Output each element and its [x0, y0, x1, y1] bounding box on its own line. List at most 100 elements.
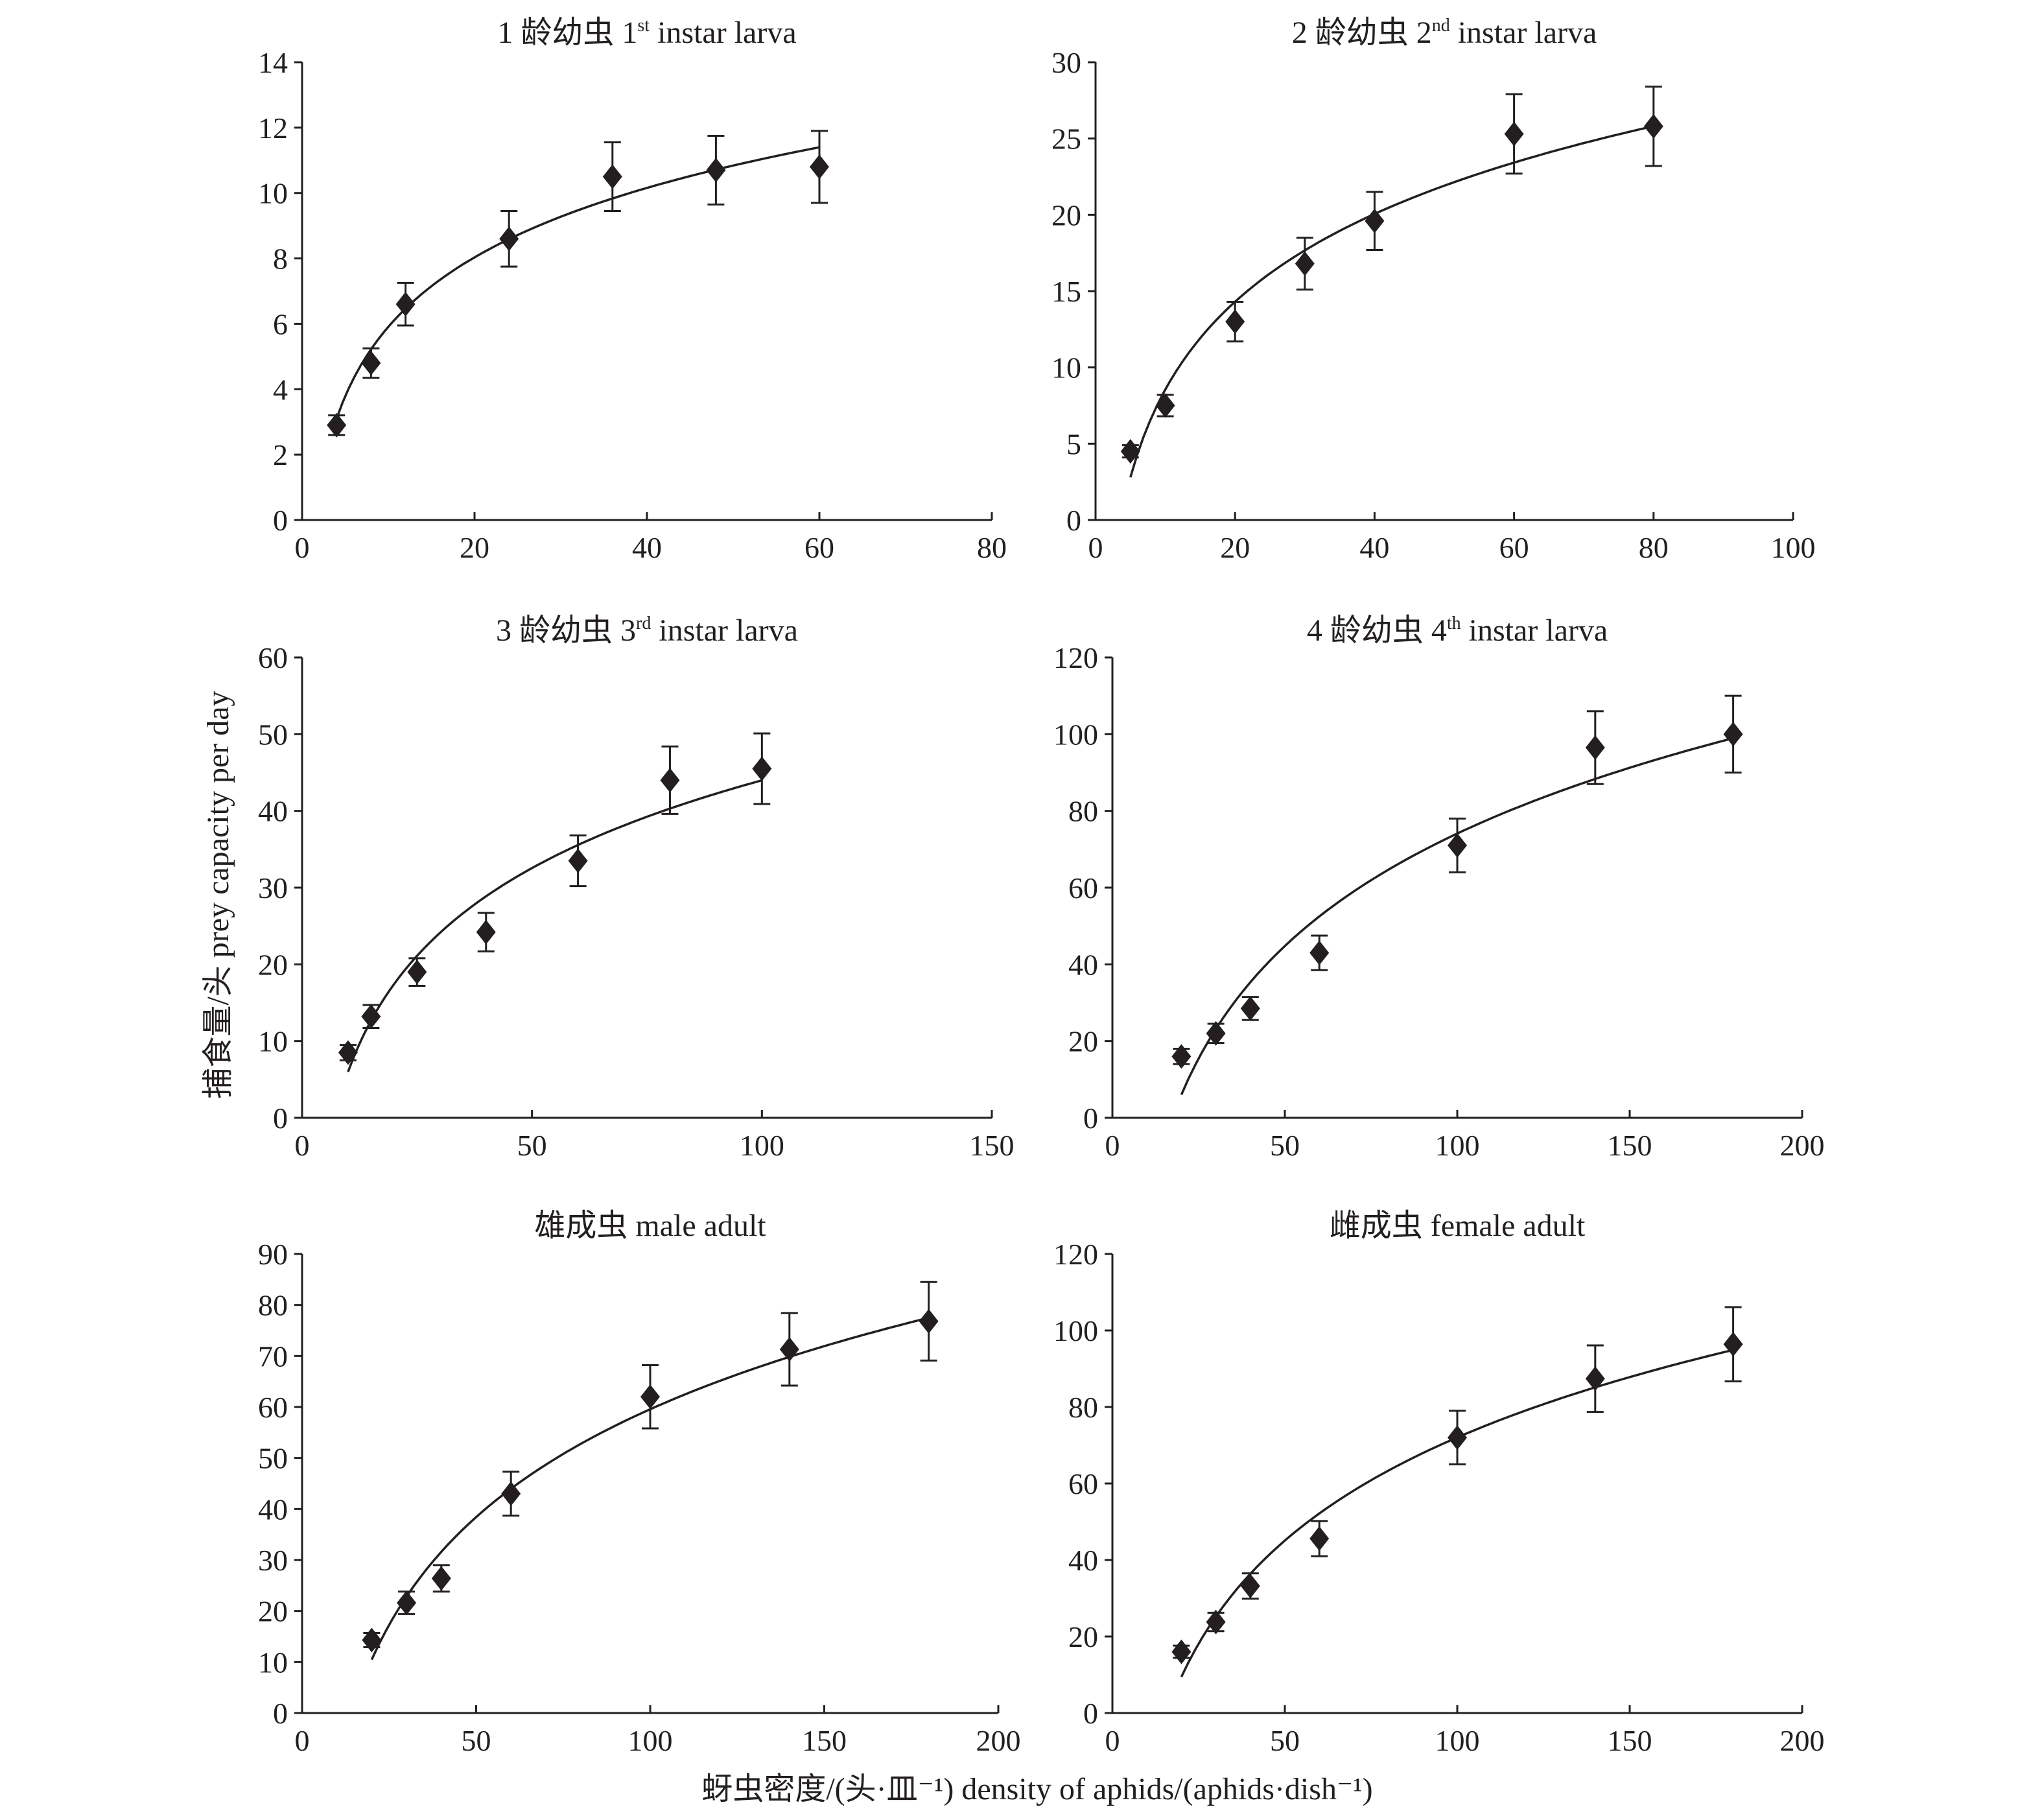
panel-6: 雌成虫 female adult 0 50 100 150 200 0 20 40 60 80 100…: [1053, 1209, 1825, 1757]
title-ord: 3: [620, 613, 636, 648]
y-tick-label: 20: [258, 1595, 288, 1628]
panel-title: 雌成虫 female adult: [1330, 1209, 1586, 1243]
y-tick-label: 20: [1051, 198, 1081, 231]
data-point: [431, 1566, 451, 1591]
x-tick-label: 80: [977, 531, 1007, 564]
y-tick-label: 70: [258, 1340, 288, 1373]
x-tick-label: 40: [1359, 531, 1389, 564]
panel-title: 2 龄幼虫 2nd instar larva: [1292, 16, 1597, 50]
y-tick-label: 120: [1053, 641, 1098, 674]
x-tick-label: 0: [295, 1724, 310, 1757]
y-tick-label: 0: [273, 1102, 288, 1135]
x-tick-label: 50: [1270, 1129, 1300, 1162]
data-point: [361, 1004, 381, 1029]
data-point: [499, 226, 519, 252]
data-point: [1171, 1639, 1191, 1664]
data-point: [1240, 996, 1260, 1021]
data-point: [407, 960, 427, 985]
title-en: instar larva: [651, 613, 798, 648]
data-point: [1206, 1609, 1226, 1635]
x-tick-label: 20: [1220, 531, 1250, 564]
data-point: [1295, 251, 1315, 276]
x-axis-label: 蚜虫密度/(头·皿⁻¹) density of aphids/(aphids·d…: [701, 1772, 1372, 1806]
fit-curve: [1180, 1349, 1734, 1678]
title-en: male adult: [635, 1209, 766, 1243]
data-point: [1309, 940, 1330, 965]
data-point: [640, 1384, 660, 1410]
y-tick-label: 80: [258, 1289, 288, 1322]
y-tick-label: 60: [1068, 1467, 1098, 1500]
title-en: instar larva: [1461, 613, 1608, 648]
fit-curve: [1180, 737, 1734, 1096]
x-tick-label: 0: [295, 1129, 310, 1162]
y-tick-label: 20: [1068, 1025, 1098, 1058]
y-tick-label: 15: [1051, 275, 1081, 308]
data-point: [476, 919, 496, 945]
title-en: instar larva: [1450, 16, 1597, 50]
y-tick-label: 40: [1068, 948, 1098, 981]
y-tick-label: 100: [1053, 1314, 1098, 1347]
data-point: [1171, 1044, 1191, 1069]
y-tick-label: 0: [1066, 504, 1081, 537]
x-tick-label: 50: [1270, 1724, 1300, 1757]
data-point: [1309, 1526, 1330, 1551]
title-sup: rd: [636, 613, 651, 633]
data-point: [1585, 735, 1605, 761]
y-tick-label: 12: [258, 112, 288, 145]
y-tick-label: 100: [1053, 718, 1098, 751]
x-tick-label: 150: [1608, 1129, 1652, 1162]
y-tick-label: 40: [258, 795, 288, 828]
x-tick-label: 50: [517, 1129, 547, 1162]
y-tick-label: 14: [258, 46, 288, 79]
data-point: [395, 292, 416, 317]
data-point: [706, 158, 726, 183]
title-en: instar larva: [650, 16, 797, 50]
data-point: [752, 756, 772, 781]
y-tick-label: 20: [1068, 1620, 1098, 1653]
y-tick-label: 10: [258, 1646, 288, 1679]
data-point: [602, 164, 622, 189]
data-point: [1225, 309, 1245, 335]
y-tick-label: 40: [258, 1493, 288, 1526]
x-tick-label: 80: [1639, 531, 1669, 564]
y-tick-label: 25: [1051, 123, 1081, 156]
x-tick-label: 150: [802, 1724, 847, 1757]
y-tick-label: 6: [273, 307, 288, 340]
x-tick-label: 100: [628, 1724, 673, 1757]
y-tick-label: 30: [258, 1544, 288, 1577]
data-point: [1448, 1425, 1467, 1450]
x-tick-label: 100: [1771, 531, 1816, 564]
data-point: [660, 768, 680, 793]
y-tick-label: 40: [1068, 1544, 1098, 1577]
title-zh: 龄幼虫: [1315, 16, 1416, 50]
title-zh: 雌成虫: [1330, 1209, 1431, 1243]
data-point: [1504, 121, 1524, 147]
panel-title: 雄成虫 male adult: [534, 1209, 766, 1243]
y-axis-label: 捕食量/头 prey capacity per day: [201, 691, 235, 1098]
y-tick-label: 0: [273, 504, 288, 537]
panel-title: 4 龄幼虫 4th instar larva: [1307, 613, 1608, 648]
data-point: [1240, 1574, 1260, 1599]
data-point: [568, 848, 588, 873]
title-num: 3: [496, 613, 519, 648]
x-tick-label: 60: [1499, 531, 1529, 564]
title-sup: th: [1447, 613, 1461, 633]
data-point: [919, 1308, 939, 1334]
x-tick-label: 200: [976, 1724, 1021, 1757]
y-tick-label: 5: [1066, 427, 1081, 460]
title-sup: nd: [1432, 16, 1450, 36]
title-zh: 龄幼虫: [1330, 613, 1431, 648]
y-tick-label: 60: [1068, 871, 1098, 904]
x-tick-label: 150: [970, 1129, 1015, 1162]
x-tick-label: 50: [462, 1724, 491, 1757]
fit-curve: [335, 146, 820, 420]
panel-5: 雄成虫 male adult 0 50 100 150 200 0 10 20 30 40 50 60 7…: [258, 1209, 1021, 1757]
data-point: [327, 412, 347, 438]
x-tick-label: 60: [804, 531, 834, 564]
title-zh: 龄幼虫: [519, 613, 620, 648]
